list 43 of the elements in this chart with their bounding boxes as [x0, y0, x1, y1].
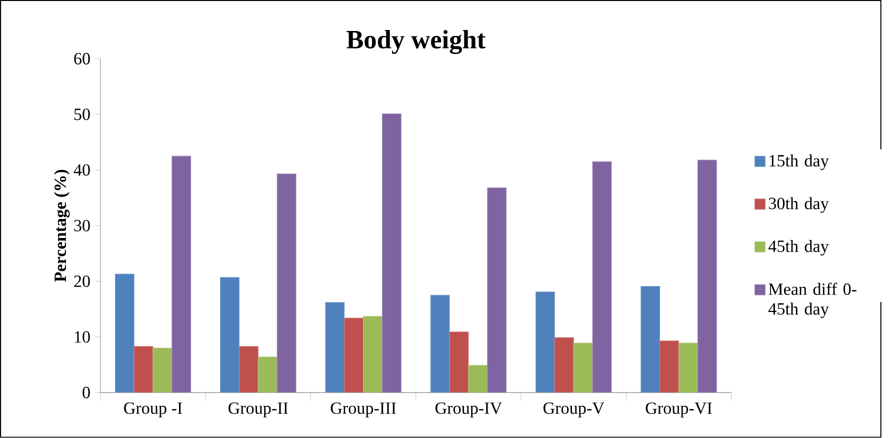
bar	[449, 332, 469, 393]
bar	[152, 348, 172, 393]
y-tick-label: 30	[74, 220, 90, 232]
bar	[468, 365, 488, 393]
x-tick-label: Group-III	[330, 402, 396, 418]
x-tick-label: Group-IV	[435, 402, 502, 418]
bar	[172, 156, 192, 393]
y-tick-label: 10	[74, 331, 90, 343]
bar	[554, 337, 574, 393]
bar	[487, 188, 507, 393]
legend-label: 30th day	[768, 197, 829, 213]
bar	[238, 346, 258, 393]
bar	[325, 302, 345, 393]
bar	[430, 295, 450, 393]
bar	[363, 316, 382, 393]
chart-title: Body weight	[346, 30, 486, 54]
bar	[134, 346, 154, 393]
bar	[697, 160, 717, 393]
bar	[114, 274, 134, 393]
y-tick-label: 0	[82, 386, 90, 398]
y-tick-label: 50	[74, 108, 90, 120]
y-tick-label: 60	[74, 53, 90, 65]
bar	[382, 114, 402, 393]
x-tick-label: Group -I	[124, 402, 182, 418]
x-tick-label: Group-II	[228, 402, 288, 418]
y-tick-label: 20	[74, 276, 90, 288]
bar	[573, 342, 593, 393]
bar	[535, 292, 555, 393]
bar	[640, 286, 660, 393]
bar	[276, 174, 296, 393]
bar	[660, 340, 680, 393]
bar	[258, 356, 278, 393]
x-tick-label: Group-V	[543, 402, 604, 418]
bar	[344, 318, 364, 393]
bar	[678, 342, 698, 393]
legend-label: 45th day	[768, 240, 829, 256]
legend-label: Mean diff 0-45th day	[768, 282, 856, 318]
y-tick-label: 40	[74, 164, 90, 176]
bar	[592, 161, 612, 393]
y-axis-title: Percentage (%)	[54, 170, 70, 282]
x-tick-label: Group-VI	[646, 402, 712, 418]
legend-label: 15th day	[770, 154, 829, 170]
bar	[220, 277, 240, 393]
